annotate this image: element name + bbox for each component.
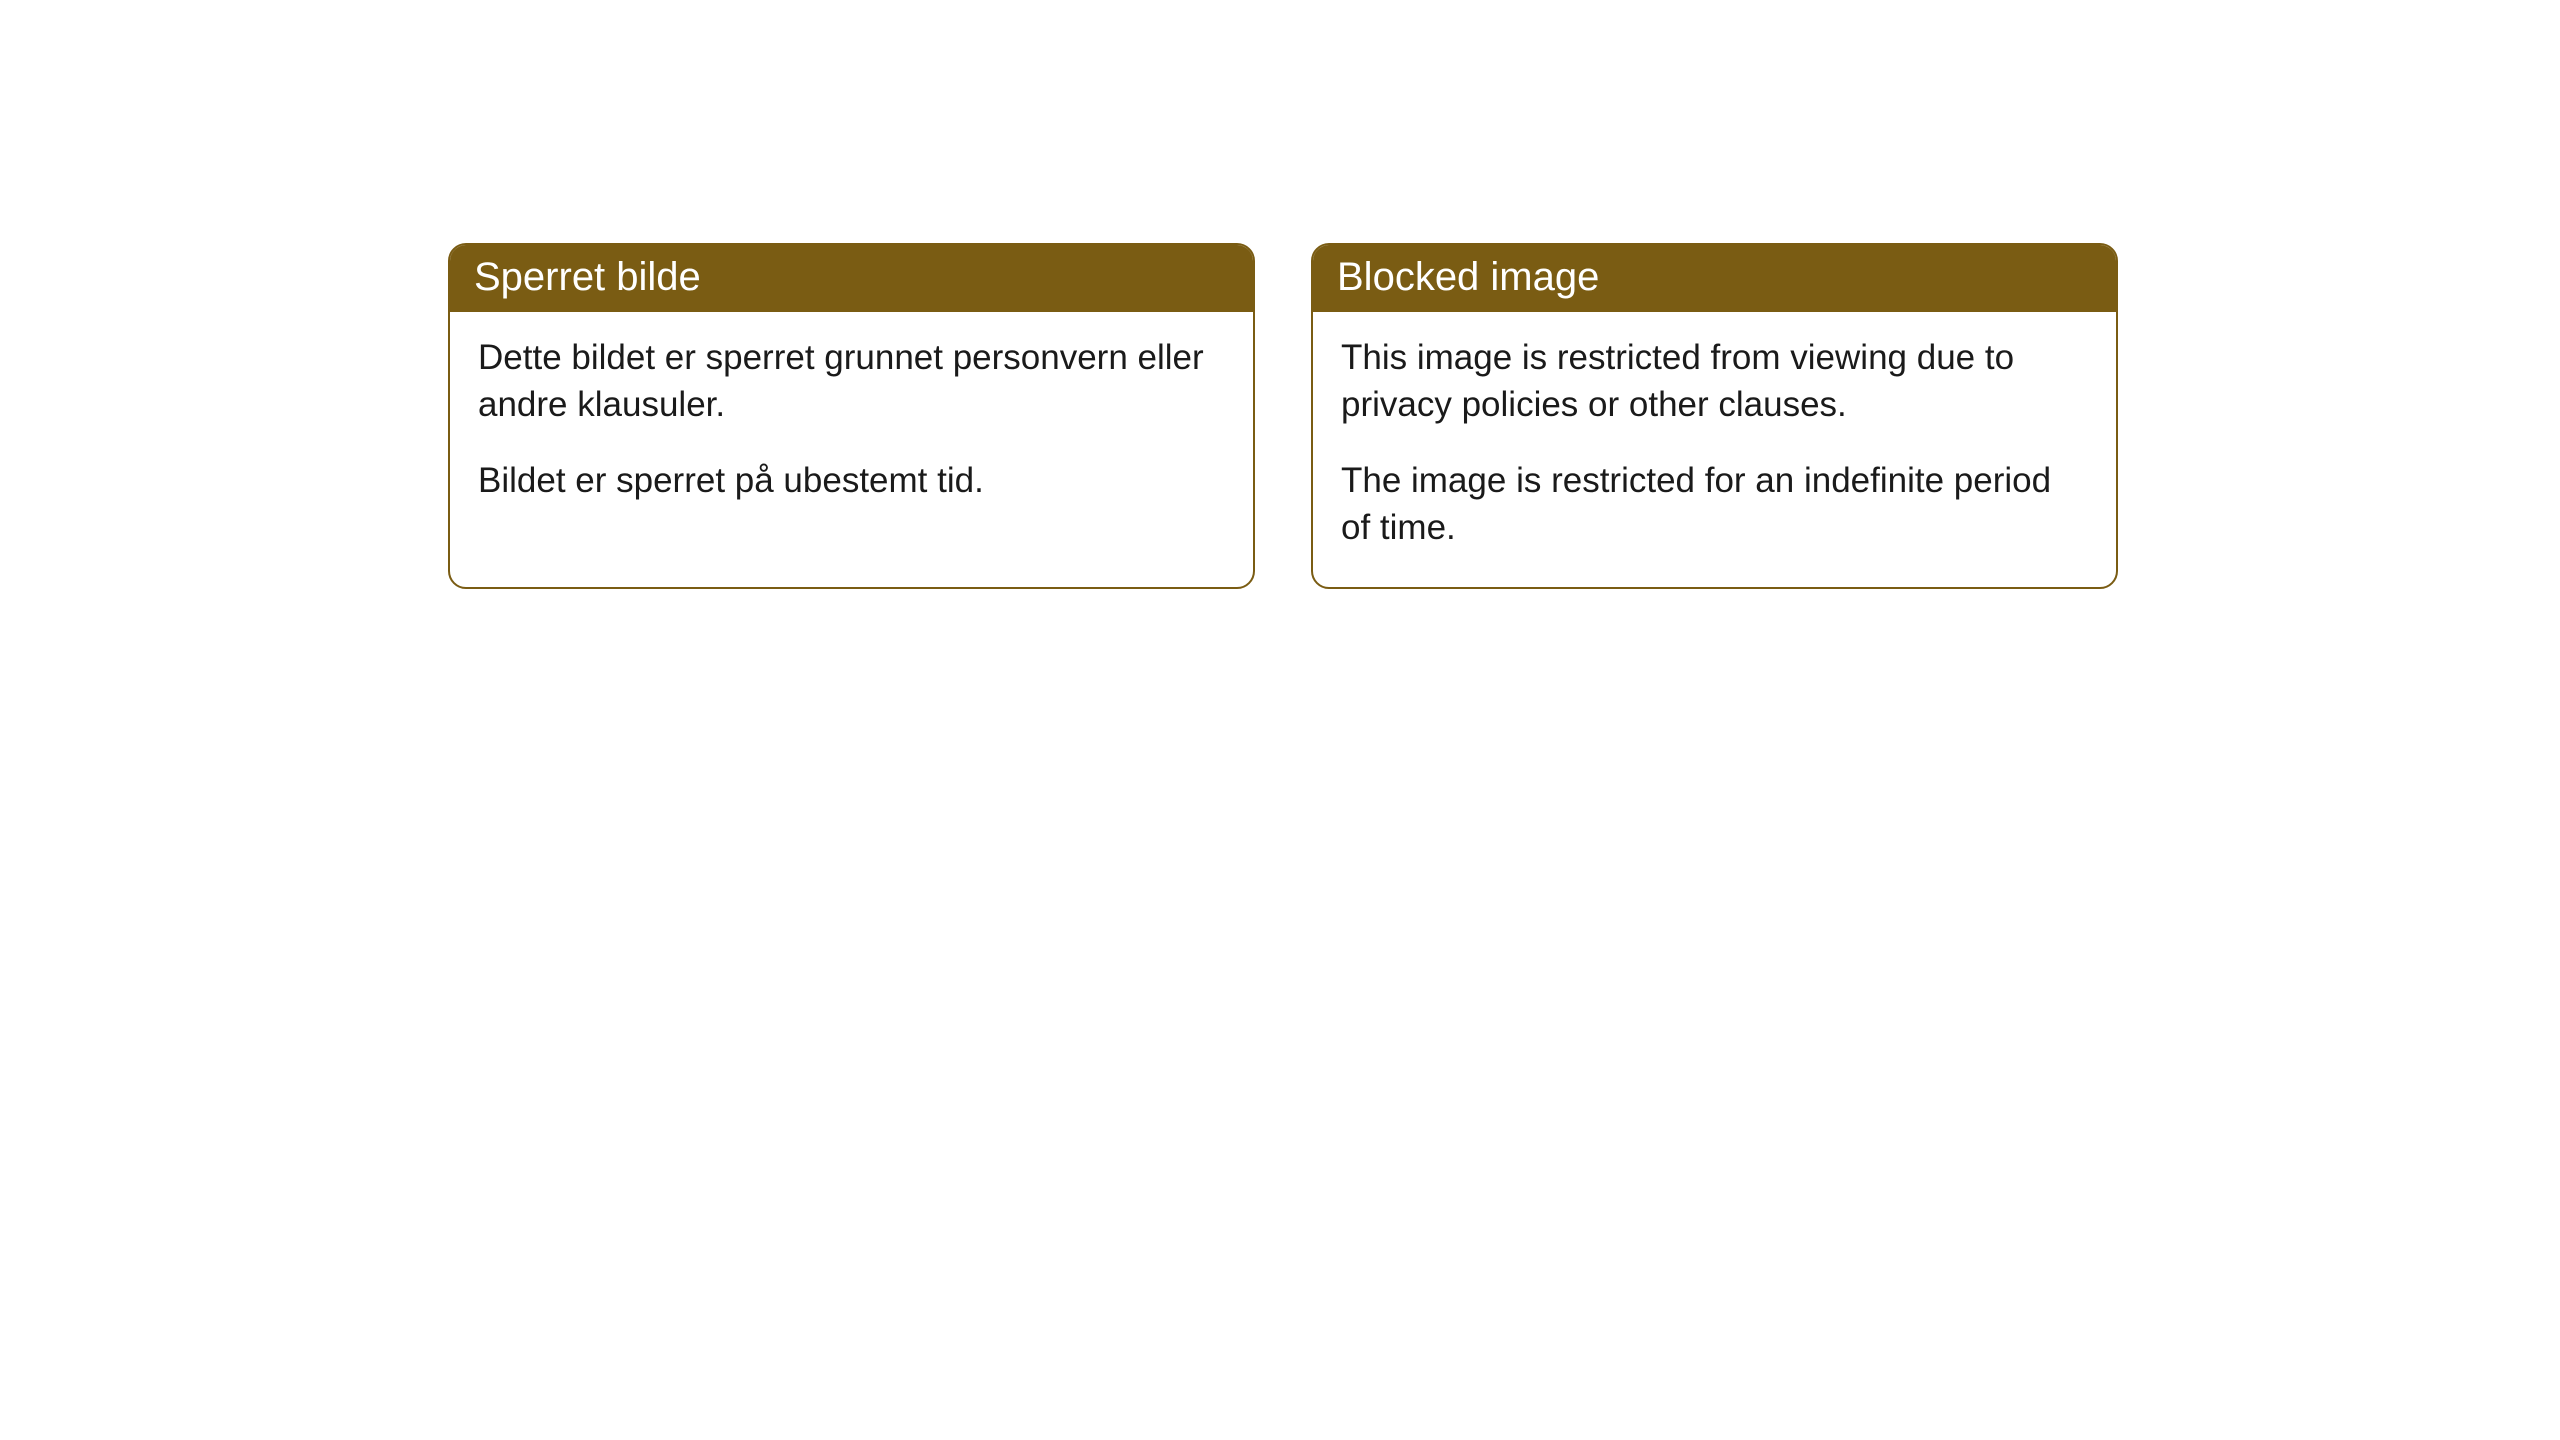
card-body-en: This image is restricted from viewing du… <box>1313 312 2116 587</box>
card-header-en: Blocked image <box>1313 245 2116 312</box>
card-container: Sperret bilde Dette bildet er sperret gr… <box>448 243 2118 589</box>
blocked-image-card-en: Blocked image This image is restricted f… <box>1311 243 2118 589</box>
card-text-en-1: This image is restricted from viewing du… <box>1341 334 2088 429</box>
card-header-no: Sperret bilde <box>450 245 1253 312</box>
blocked-image-card-no: Sperret bilde Dette bildet er sperret gr… <box>448 243 1255 589</box>
card-body-no: Dette bildet er sperret grunnet personve… <box>450 312 1253 540</box>
card-text-no-1: Dette bildet er sperret grunnet personve… <box>478 334 1225 429</box>
card-text-no-2: Bildet er sperret på ubestemt tid. <box>478 457 1225 504</box>
card-text-en-2: The image is restricted for an indefinit… <box>1341 457 2088 552</box>
